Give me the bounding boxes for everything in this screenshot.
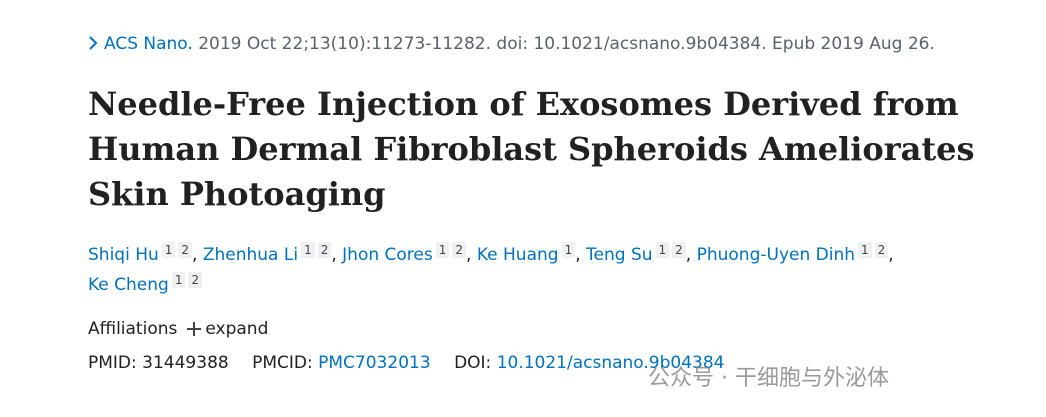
- author: Jhon Cores 1 2,: [342, 242, 472, 265]
- affiliation-number[interactable]: 2: [188, 272, 203, 288]
- watermark: 公众号 · 干细胞与外泌体: [648, 366, 889, 391]
- article-title: Needle-Free Injection of Exosomes Derive…: [88, 85, 975, 213]
- author: Shiqi Hu 1 2,: [88, 242, 198, 265]
- affiliation-number[interactable]: 1: [561, 242, 576, 258]
- affiliation-number[interactable]: 1: [161, 242, 176, 258]
- plus-icon[interactable]: [187, 322, 202, 336]
- doi-link[interactable]: 10.1021/acsnano.9b04384: [496, 353, 725, 373]
- author-separator: ,: [575, 245, 581, 265]
- author-link[interactable]: Phuong-Uyen Dinh: [696, 245, 856, 265]
- author-separator: ,: [685, 245, 692, 265]
- affiliation-number[interactable]: 1: [171, 272, 186, 288]
- author-separator: ,: [192, 245, 198, 265]
- author-link[interactable]: Ke Cheng: [88, 275, 169, 295]
- author-list: Shiqi Hu 1 2, Zhenhua Li 1 2, Jhon Cores 1 2, …: [88, 240, 988, 300]
- affiliation-number[interactable]: 2: [452, 242, 467, 258]
- citation-details: 2019 Oct 22;13(10):11273-11282. doi: 10.…: [198, 34, 935, 54]
- author-separator: ,: [466, 245, 472, 265]
- affiliation-number[interactable]: 1: [655, 242, 670, 258]
- author: Phuong-Uyen Dinh 1 2,: [696, 242, 894, 265]
- affiliation-number[interactable]: 1: [858, 242, 872, 258]
- expand-button[interactable]: expand: [205, 319, 269, 339]
- author: Teng Su 1 2,: [586, 242, 692, 265]
- affiliations-label: Affiliations: [88, 319, 178, 339]
- affiliation-number[interactable]: 2: [672, 242, 686, 258]
- journal-link[interactable]: ACS Nano.: [104, 34, 193, 54]
- identifiers: PMID: 31449388 PMCID: PMC7032013 DOI: 10…: [88, 353, 743, 373]
- doi-label: DOI:: [454, 353, 492, 373]
- author-separator: ,: [331, 245, 337, 265]
- author: Zhenhua Li 1 2,: [202, 242, 337, 265]
- author: Ke Huang 1,: [476, 242, 581, 265]
- author-link[interactable]: Shiqi Hu: [88, 245, 159, 265]
- affiliation-number[interactable]: 2: [317, 242, 332, 258]
- author-link[interactable]: Teng Su: [586, 245, 653, 265]
- author: Ke Cheng 1 2: [88, 272, 203, 295]
- author-link[interactable]: Jhon Cores: [342, 245, 433, 265]
- pmcid-link[interactable]: PMC7032013: [318, 353, 431, 373]
- pmid-value: 31449388: [142, 353, 229, 373]
- pmid-label: PMID:: [88, 353, 137, 373]
- author-link[interactable]: Ke Huang: [476, 245, 559, 265]
- affiliation-number[interactable]: 2: [178, 242, 193, 258]
- affiliation-number[interactable]: 1: [301, 242, 315, 258]
- affiliation-number[interactable]: 1: [435, 242, 450, 258]
- affiliations: Affiliations expand: [88, 319, 268, 339]
- author-link[interactable]: Zhenhua Li: [202, 245, 299, 265]
- chevron-icon: [89, 36, 98, 50]
- citation: ACS Nano. 2019 Oct 22;13(10):11273-11282…: [88, 34, 935, 54]
- affiliation-number[interactable]: 2: [874, 242, 889, 258]
- pmcid-label: PMCID:: [252, 353, 313, 373]
- author-separator: ,: [888, 245, 894, 265]
